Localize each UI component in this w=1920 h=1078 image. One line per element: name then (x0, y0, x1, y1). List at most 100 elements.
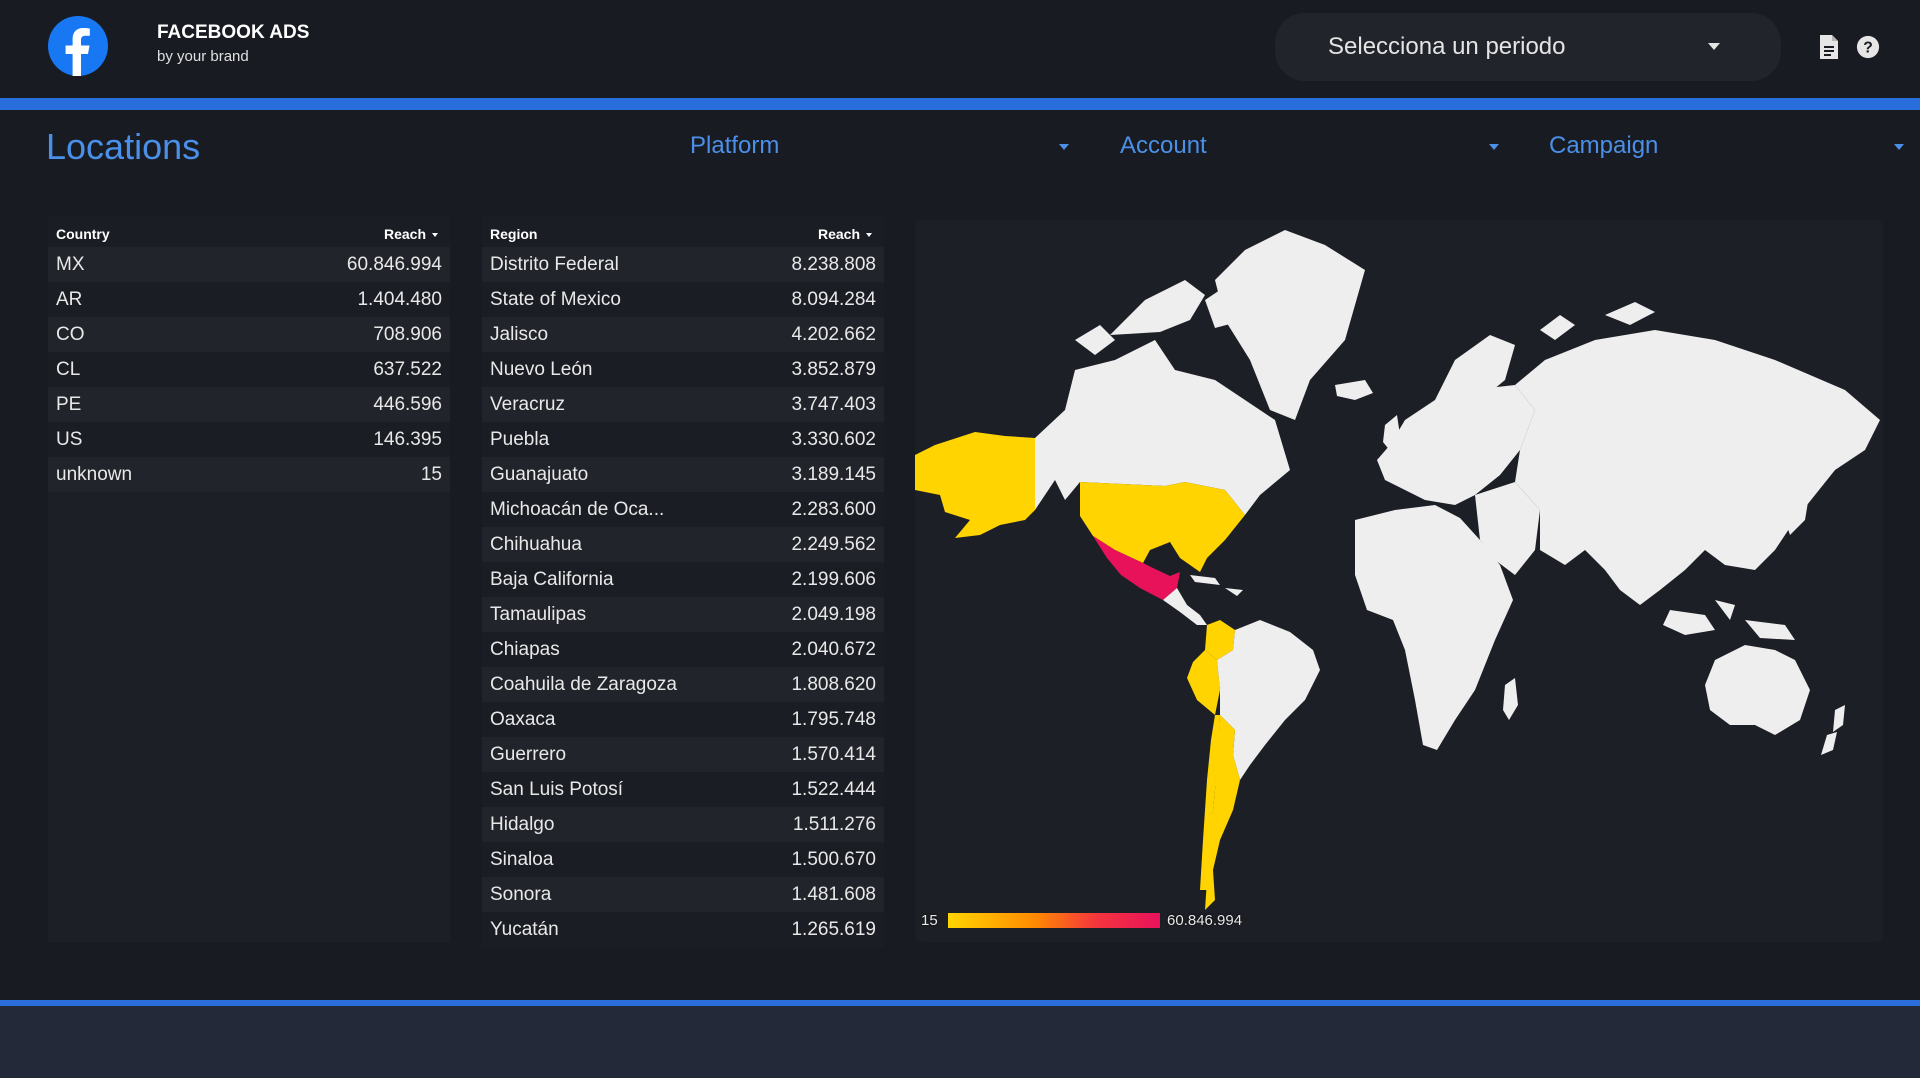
table-row[interactable]: Chihuahua 2.249.562 (482, 527, 884, 562)
row-value: 708.906 (373, 324, 442, 345)
row-label: PE (56, 394, 82, 415)
legend-max-label: 60.846.994 (1167, 912, 1243, 929)
country-column-header[interactable]: Country (56, 226, 110, 242)
row-label: Nuevo León (490, 359, 593, 380)
row-label: Puebla (490, 429, 550, 450)
table-row[interactable]: State of Mexico 8.094.284 (482, 282, 884, 317)
row-value: 2.199.606 (791, 569, 876, 590)
table-row[interactable]: Veracruz 3.747.403 (482, 387, 884, 422)
account-filter[interactable]: Account (1120, 132, 1500, 162)
row-value: 146.395 (373, 429, 442, 450)
row-value: 2.040.672 (791, 639, 876, 660)
table-row[interactable]: MX 60.846.994 (48, 247, 450, 282)
table-row[interactable]: US 146.395 (48, 422, 450, 457)
row-label: Guanajuato (490, 464, 589, 485)
row-value: 1.481.608 (791, 884, 876, 905)
facebook-logo-icon (48, 16, 108, 76)
row-value: 637.522 (373, 359, 442, 380)
world-map-panel: 15 60.846.994 (915, 220, 1883, 942)
table-row[interactable]: Sinaloa 1.500.670 (482, 842, 884, 877)
row-value: 1.500.670 (791, 849, 876, 870)
row-label: Sonora (490, 884, 552, 905)
row-label: MX (56, 254, 85, 275)
svg-text:?: ? (1863, 40, 1873, 57)
row-label: Baja California (490, 569, 614, 590)
help-icon[interactable]: ? (1856, 34, 1880, 60)
row-label: AR (56, 289, 83, 310)
table-row[interactable]: San Luis Potosí 1.522.444 (482, 772, 884, 807)
map-region-canada (1035, 340, 1290, 515)
row-label: Chihuahua (490, 534, 582, 555)
table-row[interactable]: Nuevo León 3.852.879 (482, 352, 884, 387)
row-label: Jalisco (490, 324, 549, 345)
row-value: 15 (420, 464, 442, 485)
row-value: 1.522.444 (791, 779, 876, 800)
table-header: Country Reach (48, 217, 450, 247)
row-label: Sinaloa (490, 849, 554, 870)
row-label: CO (56, 324, 85, 345)
row-label: Hidalgo (490, 814, 555, 835)
table-row[interactable]: CL 637.522 (48, 352, 450, 387)
table-row[interactable]: Coahuila de Zaragoza 1.808.620 (482, 667, 884, 702)
row-value: 1.570.414 (791, 744, 876, 765)
color-scale-bar (948, 913, 1160, 928)
table-row[interactable]: Puebla 3.330.602 (482, 422, 884, 457)
table-row[interactable]: PE 446.596 (48, 387, 450, 422)
row-label: Oaxaca (490, 709, 556, 730)
table-row[interactable]: Sonora 1.481.608 (482, 877, 884, 912)
map-region-usa (1080, 482, 1245, 572)
table-row[interactable]: CO 708.906 (48, 317, 450, 352)
row-value: 1.404.480 (357, 289, 442, 310)
chevron-down-icon (1894, 144, 1904, 150)
table-row[interactable]: Jalisco 4.202.662 (482, 317, 884, 352)
table-row[interactable]: Tamaulipas 2.049.198 (482, 597, 884, 632)
table-row[interactable]: Michoacán de Oca... 2.283.600 (482, 492, 884, 527)
region-column-header[interactable]: Region (490, 226, 538, 242)
row-value: 2.283.600 (791, 499, 876, 520)
row-label: Distrito Federal (490, 254, 619, 275)
period-selector-label: Selecciona un periodo (1328, 33, 1566, 60)
table-row[interactable]: Guerrero 1.570.414 (482, 737, 884, 772)
country-table: Country Reach MX 60.846.994 AR 1.404.480 CO 7… (48, 217, 450, 942)
map-region-europe (1377, 385, 1535, 505)
map-region-colombia (1205, 620, 1235, 660)
row-value: 60.846.994 (346, 254, 442, 275)
footer-accent-bar (0, 1000, 1920, 1006)
row-value: 446.596 (373, 394, 442, 415)
map-region-africa (1355, 505, 1513, 750)
table-row[interactable]: Chiapas 2.040.672 (482, 632, 884, 667)
world-map[interactable] (915, 220, 1883, 942)
top-header: FACEBOOK ADS by your brand Selecciona un… (0, 0, 1920, 98)
table-row[interactable]: Distrito Federal 8.238.808 (482, 247, 884, 282)
document-icon[interactable] (1817, 34, 1841, 60)
table-row[interactable]: Hidalgo 1.511.276 (482, 807, 884, 842)
platform-filter-label: Platform (690, 132, 780, 159)
row-label: Guerrero (490, 744, 567, 765)
header-accent-bar (0, 98, 1920, 110)
table-row[interactable]: Yucatán 1.265.619 (482, 912, 884, 947)
row-label: CL (56, 359, 81, 380)
table-row[interactable]: Baja California 2.199.606 (482, 562, 884, 597)
reach-column-header[interactable]: Reach (384, 226, 438, 242)
row-value: 3.852.879 (791, 359, 876, 380)
footer (0, 1006, 1920, 1078)
brand-title: FACEBOOK ADS (157, 22, 310, 43)
map-region-peru (1187, 650, 1220, 715)
period-selector[interactable]: Selecciona un periodo (1275, 13, 1781, 81)
row-label: State of Mexico (490, 289, 621, 310)
table-row[interactable]: unknown 15 (48, 457, 450, 492)
campaign-filter[interactable]: Campaign (1549, 132, 1904, 162)
platform-filter[interactable]: Platform (690, 132, 1070, 162)
row-value: 2.249.562 (791, 534, 876, 555)
row-value: 3.189.145 (791, 464, 876, 485)
sort-desc-icon (432, 233, 438, 238)
row-label: San Luis Potosí (490, 779, 624, 800)
map-region-asia (1515, 330, 1880, 605)
page-title: Locations (46, 126, 201, 167)
reach-column-header[interactable]: Reach (818, 226, 872, 242)
table-row[interactable]: Oaxaca 1.795.748 (482, 702, 884, 737)
table-row[interactable]: AR 1.404.480 (48, 282, 450, 317)
row-label: Michoacán de Oca... (490, 499, 665, 520)
table-row[interactable]: Guanajuato 3.189.145 (482, 457, 884, 492)
row-value: 3.330.602 (791, 429, 876, 450)
